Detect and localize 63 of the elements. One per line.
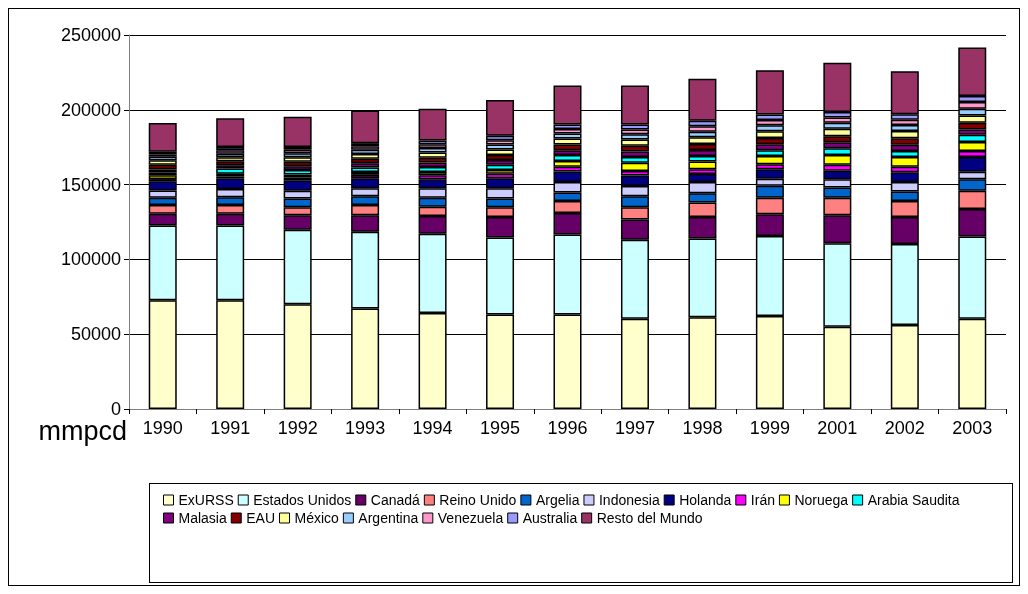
legend-label: Arabia Saudita	[867, 492, 960, 508]
bar	[418, 144, 447, 149]
legend-label: Holanda	[679, 492, 732, 508]
bar	[418, 162, 447, 168]
x-tick-label: 2001	[817, 418, 858, 438]
bar	[216, 168, 245, 174]
legend-label: Reino Unido	[439, 492, 517, 508]
bar	[216, 118, 245, 147]
bar	[283, 116, 312, 147]
legend-label: Noruega	[794, 492, 849, 508]
y-tick-label: 200000	[60, 99, 121, 120]
x-tick-label: 1993	[345, 418, 386, 438]
bar	[351, 167, 380, 172]
bar	[283, 157, 312, 162]
y-tick-label: 100000	[60, 249, 121, 270]
legend-label: Resto del Mundo	[596, 510, 703, 526]
bar	[418, 167, 447, 172]
bar	[216, 161, 245, 166]
x-tick-label: 2002	[884, 418, 925, 438]
y-tick-label: 150000	[60, 174, 121, 195]
bar	[148, 160, 177, 165]
legend-label: Argelia	[535, 492, 580, 508]
legend-label: Canadá	[370, 492, 421, 508]
legend-label: Venezuela	[437, 510, 504, 526]
x-tick-label: 1992	[277, 418, 318, 438]
bar	[148, 164, 177, 170]
x-tick-label: 2003	[952, 418, 993, 438]
x-tick-label: 1996	[547, 418, 588, 438]
legend-label: ExURSS	[178, 492, 234, 508]
bar	[216, 157, 245, 162]
x-tick-label: 1990	[142, 418, 183, 438]
bar	[148, 123, 177, 152]
bar	[486, 169, 515, 174]
bar	[283, 153, 312, 158]
legend-label: México	[294, 510, 340, 526]
y-tick-label: 50000	[70, 324, 121, 345]
bar	[283, 166, 312, 171]
legend-label: Irán	[750, 492, 775, 508]
x-tick-label: 1999	[749, 418, 790, 438]
legend-label: Australia	[522, 510, 578, 526]
x-tick-label: 1998	[682, 418, 723, 438]
bar	[486, 140, 515, 145]
legend-label: Argentina	[358, 510, 419, 526]
bar	[148, 175, 177, 180]
x-tick-label: 1997	[614, 418, 655, 438]
legend-label: Indonesia	[598, 492, 660, 508]
y-tick-label: 0	[110, 399, 121, 419]
bar	[486, 164, 515, 170]
legend-label: Estados Unidos	[253, 492, 352, 508]
x-tick-label: 1995	[480, 418, 521, 438]
legend-label: EAU	[246, 510, 276, 526]
bar	[620, 129, 649, 135]
bar	[283, 170, 312, 175]
bar	[283, 161, 312, 167]
bar	[351, 158, 380, 164]
legend-label: Malasia	[178, 510, 227, 526]
x-tick-label: 1991	[210, 418, 251, 438]
bar	[351, 163, 380, 168]
y-axis-title: mmpcd	[38, 416, 127, 447]
bar	[418, 157, 447, 163]
x-tick-label: 1994	[412, 418, 453, 438]
y-tick-label: 250000	[60, 25, 121, 45]
bar	[351, 153, 380, 159]
